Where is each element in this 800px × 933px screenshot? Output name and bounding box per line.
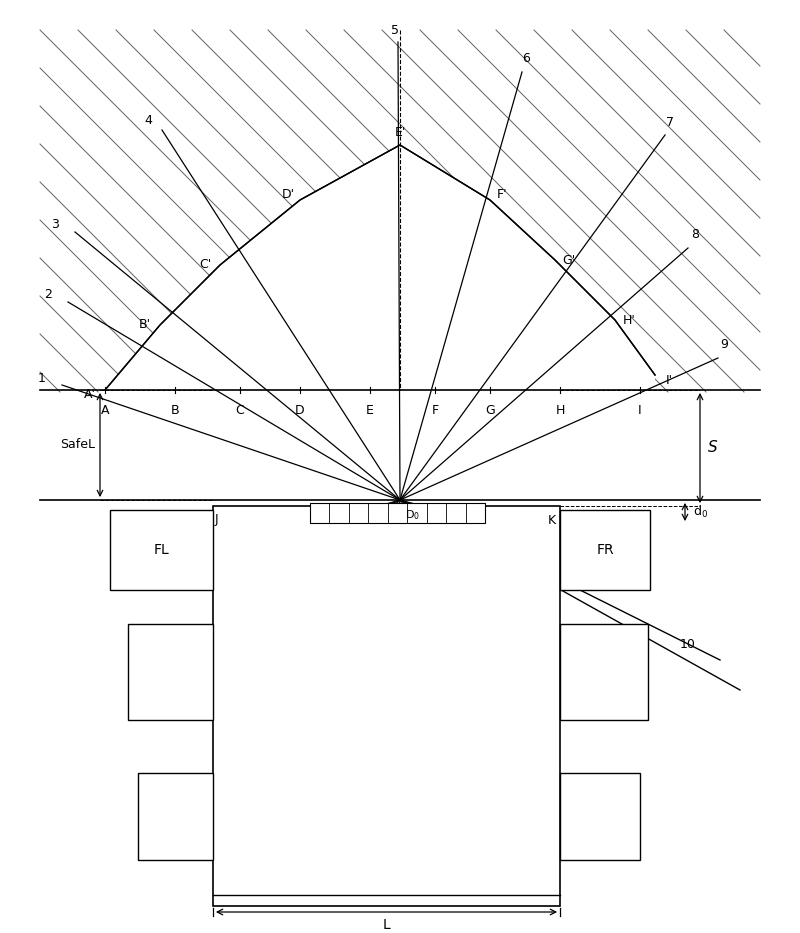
Text: B: B bbox=[170, 404, 179, 417]
Text: E': E' bbox=[394, 127, 406, 140]
Text: F: F bbox=[431, 404, 438, 417]
Text: K: K bbox=[548, 513, 556, 526]
Text: D: D bbox=[295, 404, 305, 417]
Text: J: J bbox=[214, 513, 218, 526]
Bar bbox=[560, 510, 650, 590]
Bar bbox=[213, 506, 560, 906]
Text: SafeL: SafeL bbox=[60, 439, 95, 452]
Bar bbox=[138, 773, 213, 860]
Text: H: H bbox=[555, 404, 565, 417]
Text: F': F' bbox=[497, 188, 507, 202]
Text: G': G' bbox=[562, 254, 576, 267]
Text: 4: 4 bbox=[144, 114, 152, 127]
Bar bbox=[128, 624, 213, 720]
Text: C: C bbox=[236, 404, 244, 417]
Text: D': D' bbox=[282, 188, 294, 202]
Polygon shape bbox=[105, 145, 655, 500]
Text: 3: 3 bbox=[51, 218, 59, 231]
Text: C': C' bbox=[199, 258, 211, 272]
Bar bbox=[560, 624, 648, 720]
Bar bbox=[310, 503, 485, 523]
Text: A': A' bbox=[84, 388, 96, 401]
Text: B': B' bbox=[139, 318, 151, 331]
Text: I': I' bbox=[666, 373, 673, 386]
Text: G: G bbox=[485, 404, 495, 417]
Text: I: I bbox=[638, 404, 642, 417]
Text: 1: 1 bbox=[38, 371, 46, 384]
Text: A: A bbox=[101, 404, 110, 417]
Text: 6: 6 bbox=[522, 51, 530, 64]
Bar bbox=[110, 510, 213, 590]
Bar bbox=[560, 773, 640, 860]
Text: D$_0$: D$_0$ bbox=[405, 508, 420, 522]
Text: 2: 2 bbox=[44, 288, 52, 301]
Text: L: L bbox=[382, 918, 390, 932]
Text: 8: 8 bbox=[691, 229, 699, 242]
Text: FL: FL bbox=[154, 543, 170, 557]
Text: 10: 10 bbox=[680, 638, 696, 651]
Text: S: S bbox=[708, 440, 718, 455]
Text: FR: FR bbox=[596, 543, 614, 557]
Text: E: E bbox=[366, 404, 374, 417]
Text: H': H' bbox=[622, 313, 635, 327]
Text: 9: 9 bbox=[720, 339, 728, 352]
Text: d$_0$: d$_0$ bbox=[693, 504, 708, 520]
Text: 7: 7 bbox=[666, 116, 674, 129]
Text: 5: 5 bbox=[391, 23, 399, 36]
